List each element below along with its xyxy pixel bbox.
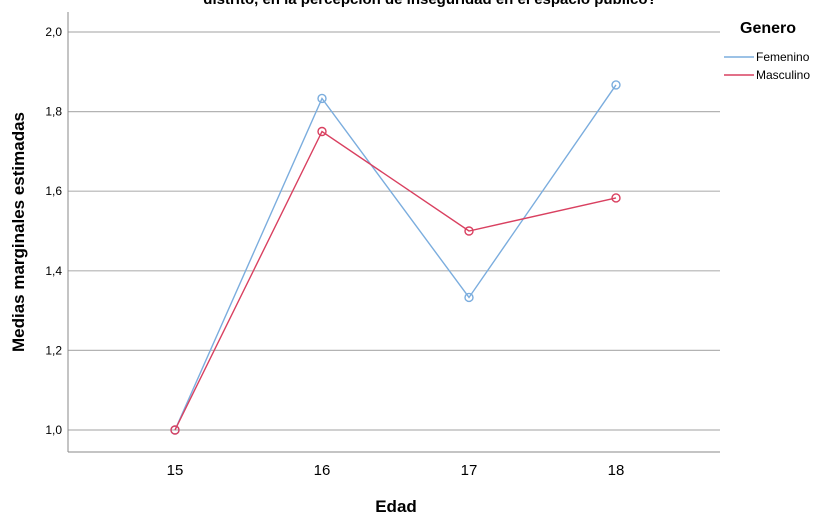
y-tick-label: 1,4 <box>45 264 62 278</box>
legend-items: Femenino Masculino <box>724 50 810 82</box>
legend-label: Femenino <box>756 50 810 64</box>
legend-item: Masculino <box>724 68 810 82</box>
y-axis-title: Medias marginales estimadas <box>9 112 28 352</box>
data-point <box>170 425 180 435</box>
y-tick-label: 1,2 <box>45 343 62 357</box>
series-masculino <box>170 126 621 435</box>
x-tick-label: 17 <box>461 462 478 479</box>
data-point <box>464 226 474 236</box>
data-point <box>317 126 327 137</box>
data-point <box>317 93 327 104</box>
legend-title: Genero <box>740 20 796 37</box>
series <box>170 80 621 435</box>
x-axis-title: Edad <box>375 497 417 516</box>
y-tick-label: 1,0 <box>45 423 62 437</box>
y-tick-label: 2,0 <box>45 25 62 39</box>
legend-label: Masculino <box>756 68 810 82</box>
series-femenino <box>170 80 621 435</box>
legend: Genero Femenino Masculino <box>724 20 810 82</box>
x-tick-label: 18 <box>608 462 625 479</box>
y-tick-label: 1,6 <box>45 184 62 198</box>
data-point <box>464 292 474 303</box>
legend-item: Femenino <box>724 50 810 64</box>
x-tick-label: 15 <box>167 462 184 479</box>
series-line <box>174 84 617 431</box>
data-point <box>611 193 621 203</box>
x-tick-label: 16 <box>314 462 331 479</box>
y-tick-label: 1,8 <box>45 105 62 119</box>
data-point <box>611 80 621 90</box>
chart-title: distrito, en la percepción de insegurida… <box>203 0 656 8</box>
series-line <box>174 130 617 431</box>
y-tick-labels: 1,0 1,2 1,4 1,6 1,8 2,0 <box>45 25 62 437</box>
x-tick-labels: 15 16 17 18 <box>167 462 625 479</box>
grid <box>68 31 720 431</box>
